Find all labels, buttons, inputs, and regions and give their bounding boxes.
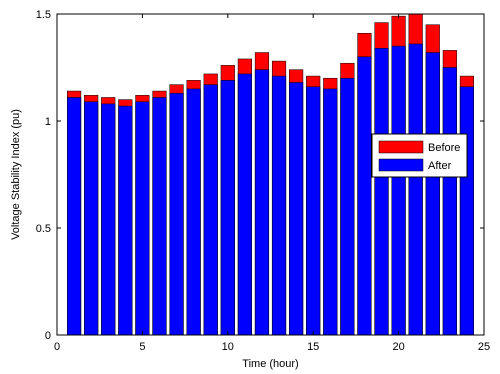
axis-ticks — [56, 13, 485, 336]
bar-after-19 — [374, 47, 389, 336]
legend-label-before: Before — [428, 142, 460, 154]
bar-after-4 — [118, 105, 133, 336]
bar-after-23 — [442, 67, 457, 336]
bar-after-16 — [323, 88, 338, 336]
x-tick-label-10: 10 — [222, 341, 234, 353]
x-tick-label-0: 0 — [54, 341, 60, 353]
x-tick-label-5: 5 — [139, 341, 145, 353]
axis-tick-labels: 0 5 10 15 20 25 0 0.5 1 1.5 — [36, 9, 490, 353]
bar-after-6 — [152, 97, 167, 336]
y-tick-label-2: 1 — [45, 116, 51, 128]
bar-after-21 — [408, 43, 423, 336]
bar-after-5 — [135, 101, 150, 336]
bar-after-10 — [220, 80, 235, 336]
bar-after-22 — [425, 52, 440, 336]
bar-after-17 — [340, 77, 355, 336]
bar-after-20 — [391, 45, 406, 336]
bar-after-14 — [289, 82, 304, 336]
bar-after-1 — [67, 97, 82, 336]
y-tick-label-1: 0.5 — [36, 223, 51, 235]
x-tick-label-20: 20 — [392, 341, 404, 353]
bar-after-7 — [169, 92, 184, 336]
bar-after-9 — [203, 84, 218, 336]
x-tick-label-25: 25 — [478, 341, 490, 353]
bar-after-11 — [237, 73, 252, 336]
bar-after-18 — [357, 56, 372, 336]
legend-swatch-before — [378, 140, 424, 154]
plot-frame — [56, 13, 485, 336]
bar-after-15 — [306, 86, 321, 336]
legend-swatch-after — [378, 158, 424, 172]
legend-label-after: After — [428, 160, 452, 172]
y-tick-label-3: 1.5 — [36, 9, 51, 21]
bar-after-12 — [254, 69, 270, 336]
bar-after-2 — [84, 101, 99, 336]
bar-after-8 — [186, 88, 201, 336]
x-tick-label-15: 15 — [307, 341, 319, 353]
bar-after-3 — [101, 103, 116, 336]
bar-after-13 — [271, 75, 287, 336]
y-tick-label-0: 0 — [45, 330, 51, 342]
y-axis-label: Voltage Stability Index (pu) — [10, 109, 22, 240]
x-axis-label: Time (hour) — [242, 358, 298, 370]
bar-after-24 — [459, 86, 474, 336]
chart-legend: Before After — [371, 133, 468, 178]
